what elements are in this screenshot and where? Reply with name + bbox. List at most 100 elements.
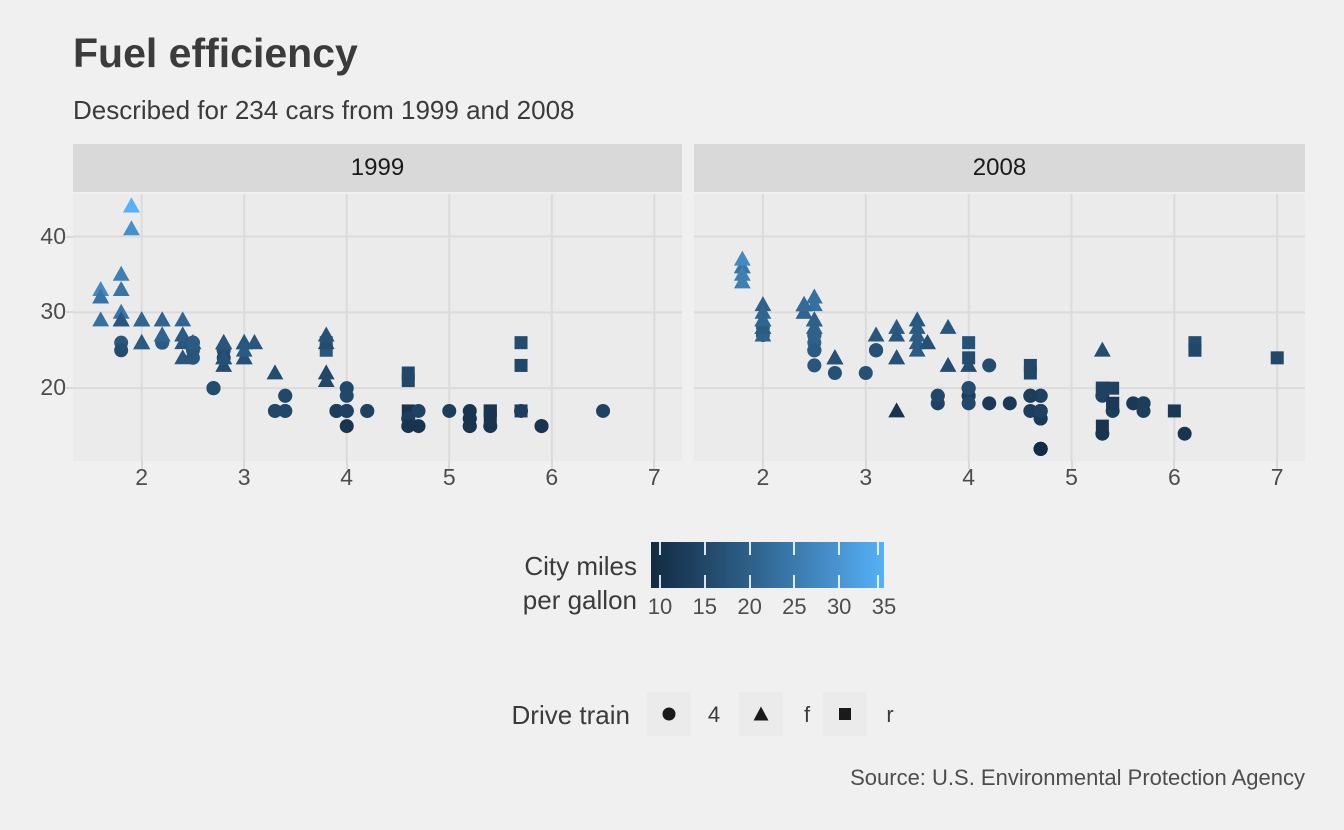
- x-axis-tick-label: 2: [135, 464, 149, 490]
- data-point: [930, 388, 945, 403]
- color-legend-title-line1: City miles: [524, 551, 637, 581]
- colorbar-tick-mark: [838, 542, 841, 555]
- data-point: [939, 318, 957, 334]
- data-point: [317, 371, 335, 387]
- source-caption: Source: U.S. Environmental Protection Ag…: [850, 765, 1305, 790]
- x-axis-tick-mark: [1173, 461, 1176, 469]
- data-point: [462, 411, 477, 426]
- data-point: [1033, 388, 1048, 403]
- data-point: [339, 419, 354, 434]
- data-point: [112, 311, 130, 327]
- color-gradient-bar: [651, 542, 884, 588]
- shape-legend-title: Drive train: [511, 700, 630, 730]
- data-point: [329, 403, 344, 418]
- data-point: [215, 349, 233, 365]
- x-axis-tick-label: 5: [442, 464, 456, 490]
- data-point: [1136, 396, 1151, 411]
- data-point: [1033, 441, 1048, 456]
- data-point: [133, 311, 151, 327]
- colorbar-tick-mark: [793, 542, 796, 555]
- data-point: [1023, 388, 1038, 403]
- data-point: [317, 326, 335, 342]
- data-point: [867, 326, 885, 342]
- x-axis-tick-mark: [140, 461, 143, 469]
- data-point: [514, 358, 528, 372]
- data-point: [807, 358, 822, 373]
- x-axis-tick-mark: [243, 461, 246, 469]
- data-point: [962, 351, 976, 365]
- x-axis-tick-label: 7: [647, 464, 661, 490]
- shape-key-triangle: [739, 692, 783, 736]
- data-point: [827, 366, 842, 381]
- y-axis-tick-mark: [66, 387, 73, 390]
- y-axis-tick-label: 20: [40, 374, 66, 401]
- x-axis-tick-mark: [1070, 461, 1073, 469]
- data-point: [1095, 388, 1110, 403]
- data-point: [267, 403, 282, 418]
- shape-key-circle: [647, 692, 691, 736]
- data-point: [596, 403, 611, 418]
- data-point: [483, 412, 497, 426]
- x-axis-tick-mark: [967, 461, 970, 469]
- colorbar-tick-mark: [748, 575, 751, 588]
- data-point: [123, 197, 140, 213]
- data-point: [266, 364, 284, 380]
- data-point: [919, 334, 936, 350]
- data-point: [411, 403, 426, 418]
- data-point: [1126, 396, 1141, 411]
- facet-strip-1999: 1999: [73, 144, 682, 192]
- data-point: [754, 296, 772, 312]
- x-axis-tick-label: 4: [962, 464, 975, 490]
- colorbar-tick-mark: [838, 575, 841, 588]
- data-point: [805, 318, 823, 334]
- data-point: [982, 358, 997, 373]
- y-axis-tick-label: 40: [40, 222, 66, 249]
- colorbar-tick-mark: [877, 542, 879, 555]
- data-point: [795, 296, 813, 312]
- data-point: [939, 356, 957, 372]
- data-point: [754, 318, 772, 334]
- data-point: [317, 364, 335, 380]
- colorbar-tick-label: 30: [826, 594, 852, 619]
- data-point: [112, 303, 130, 319]
- data-point: [754, 303, 772, 319]
- data-point: [92, 288, 110, 304]
- facet-strip-label: 1999: [350, 154, 405, 181]
- data-point: [908, 318, 926, 334]
- data-point: [401, 366, 415, 380]
- colorbar-tick-mark: [703, 575, 706, 588]
- data-point: [733, 265, 751, 281]
- x-axis-tick-label: 3: [859, 464, 873, 490]
- data-point: [317, 334, 335, 350]
- data-point: [92, 311, 110, 327]
- data-point: [982, 396, 997, 411]
- data-point: [153, 326, 171, 342]
- data-point: [805, 311, 823, 327]
- data-point: [1093, 341, 1111, 357]
- data-point: [961, 396, 976, 411]
- data-point: [805, 288, 823, 304]
- chart-title: Fuel efficiency: [73, 30, 358, 76]
- data-point: [1095, 426, 1110, 441]
- data-point: [733, 250, 751, 266]
- x-axis-tick-mark: [345, 461, 348, 469]
- data-point: [1106, 381, 1120, 395]
- data-point: [888, 349, 906, 365]
- data-point: [1023, 366, 1037, 380]
- y-axis-tick-label: 30: [40, 298, 66, 325]
- data-point: [754, 326, 772, 342]
- data-point: [1002, 396, 1017, 411]
- data-point: [514, 336, 528, 350]
- data-point: [807, 343, 822, 358]
- data-point: [278, 403, 293, 418]
- x-axis-tick-mark: [448, 461, 451, 469]
- data-point: [534, 419, 549, 434]
- data-point: [235, 334, 253, 350]
- data-point: [1023, 403, 1038, 418]
- data-point: [869, 343, 884, 358]
- x-axis-tick-label: 7: [1270, 464, 1284, 490]
- facet-strip-2008: 2008: [694, 144, 1305, 192]
- data-point: [1167, 404, 1181, 418]
- data-point: [962, 336, 976, 350]
- y-axis-tick-mark: [66, 311, 73, 314]
